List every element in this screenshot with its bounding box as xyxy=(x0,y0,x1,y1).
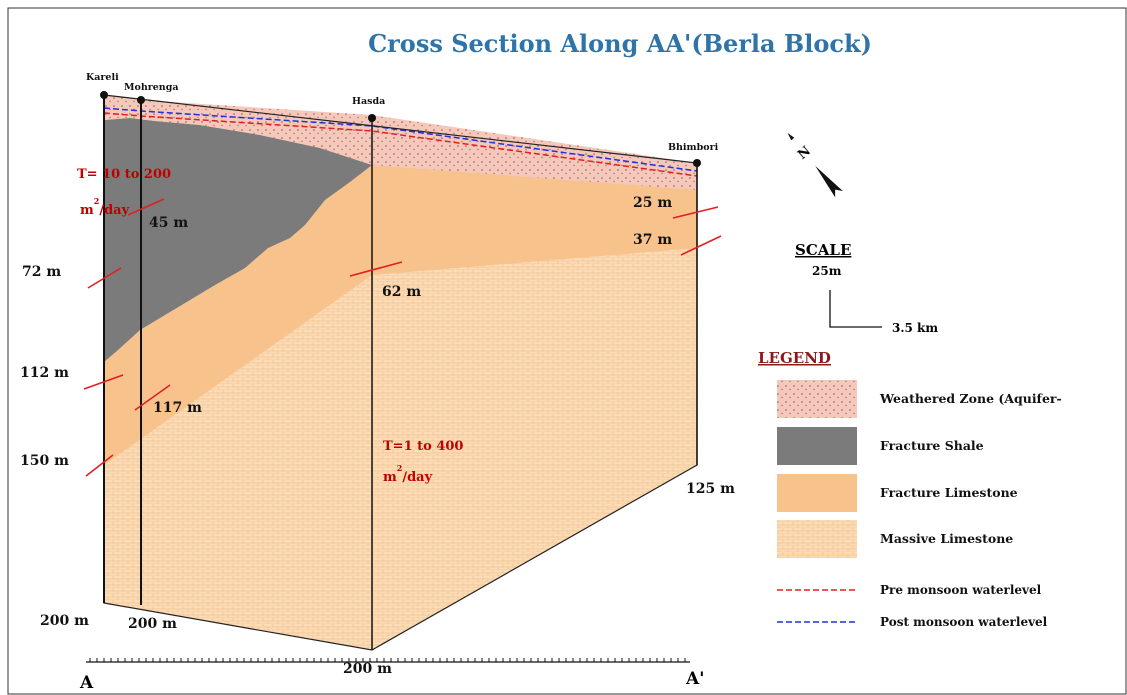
legend-swatch xyxy=(777,474,857,512)
well-label: Hasda xyxy=(352,96,385,107)
per: /day xyxy=(402,470,432,485)
legend-label: Weathered Zone (Aquifer- xyxy=(879,391,1062,406)
transmissivity: T=1 to 400 xyxy=(383,439,463,454)
legend-label: Post monsoon waterlevel xyxy=(880,615,1048,629)
depth-label: 200 m xyxy=(40,613,89,629)
scale-horizontal: 3.5 km xyxy=(892,321,938,335)
well-dot xyxy=(368,114,376,122)
scale-bar xyxy=(830,290,882,327)
diagram: Cross Section Along AA'(Berla Block) Kar… xyxy=(0,0,1127,695)
well-dot xyxy=(693,159,701,167)
legend-label: Massive Limestone xyxy=(880,531,1013,546)
depth-label: 112 m xyxy=(20,365,69,381)
depth-label: 45 m xyxy=(149,215,188,231)
depth-label: 37 m xyxy=(633,232,672,248)
depth-label: 117 m xyxy=(153,400,202,416)
legend-swatch xyxy=(777,520,857,558)
transmissivity: T= 10 to 200 xyxy=(77,167,171,182)
legend-swatch xyxy=(777,380,857,418)
depth-label: 25 m xyxy=(633,195,672,211)
scale-heading: SCALE xyxy=(795,241,851,259)
north-label: N xyxy=(795,144,814,163)
scale-vertical: 25m xyxy=(812,264,842,278)
unit: m xyxy=(80,203,94,218)
depth-label: 200 m xyxy=(128,616,177,632)
well-label: Kareli xyxy=(86,72,119,83)
section-end: A' xyxy=(685,669,704,689)
legend-label: Fracture Shale xyxy=(880,438,984,453)
depth-label: 62 m xyxy=(382,284,421,300)
section-end: A xyxy=(79,673,94,693)
north-arrow: N xyxy=(783,129,844,198)
legend-label: Pre monsoon waterlevel xyxy=(880,583,1042,597)
title: Cross Section Along AA'(Berla Block) xyxy=(368,29,872,58)
depth-label: 72 m xyxy=(22,264,61,280)
well-dot xyxy=(100,91,108,99)
depth-label: 150 m xyxy=(20,453,69,469)
legend-swatch xyxy=(777,427,857,465)
page: Cross Section Along AA'(Berla Block) Kar… xyxy=(0,0,1127,695)
well-label: Mohrenga xyxy=(124,82,179,93)
legend-title: LEGEND xyxy=(758,349,831,367)
per: /day xyxy=(99,203,129,218)
well-dot xyxy=(137,96,145,104)
depth-label: 200 m xyxy=(343,661,392,677)
unit: m xyxy=(383,470,397,485)
section-line xyxy=(86,658,690,662)
legend-label: Fracture Limestone xyxy=(880,485,1018,500)
depth-label: 125 m xyxy=(686,481,735,497)
well-label: Bhimbori xyxy=(668,142,719,153)
